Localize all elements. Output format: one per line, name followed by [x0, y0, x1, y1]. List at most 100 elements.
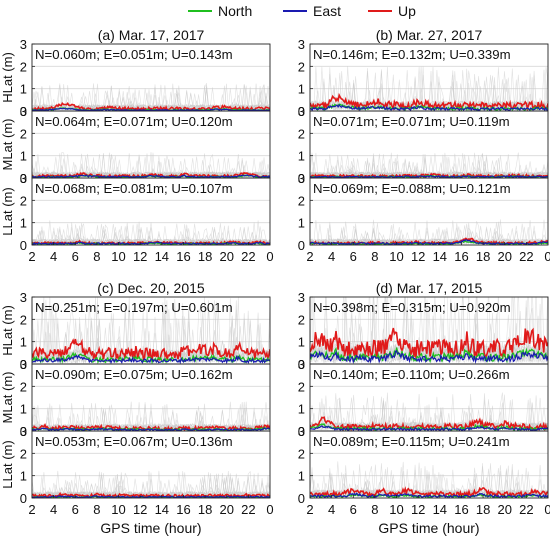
x-tick-label: 12 [411, 249, 425, 264]
y-tick-label: 0 [20, 357, 27, 372]
y-axis-label: LLat (m) [0, 440, 15, 488]
stats-annotation: N=0.060m; E=0.051m; U=0.143m [35, 47, 233, 62]
x-tick-label: 22 [519, 502, 533, 517]
y-tick-label: 3 [20, 424, 27, 439]
y-tick-label: 2 [20, 312, 27, 327]
x-tick-label: 0 [266, 502, 273, 517]
legend-label: North [218, 3, 252, 19]
x-tick-label: 16 [176, 249, 190, 264]
series-line-east [310, 492, 548, 498]
x-tick-label: 18 [198, 502, 212, 517]
y-tick-label: 3 [298, 171, 305, 186]
subpanel-2: 0 1 2 3 N=0.071m; E=0.071m; U=0.119m [298, 104, 549, 186]
panel-title: (c) Dec. 20, 2015 [97, 280, 205, 296]
y-tick-label: 1 [298, 82, 305, 97]
panel-title: (b) Mar. 27, 2017 [376, 27, 483, 43]
series-line-east [32, 107, 270, 111]
y-tick-label: 3 [20, 171, 27, 186]
x-tick-label: 12 [411, 502, 425, 517]
stats-annotation: N=0.053m; E=0.067m; U=0.136m [35, 434, 233, 449]
x-tick-label: 14 [433, 502, 447, 517]
y-tick-label: 3 [298, 424, 305, 439]
series-group [310, 152, 548, 178]
legend-entry-up: Up [368, 3, 416, 19]
x-tick-label: 0 [544, 502, 550, 517]
series-line-east [310, 239, 548, 245]
y-tick-label: 2 [20, 126, 27, 141]
y-tick-label: 2 [298, 312, 305, 327]
series-line-east [32, 494, 270, 498]
legend-label: East [313, 3, 341, 19]
background-track [32, 220, 270, 245]
background-track [32, 223, 270, 245]
y-tick-label: 0 [298, 238, 305, 253]
y-tick-label: 0 [298, 171, 305, 186]
stats-annotation: N=0.090m; E=0.075m; U=0.162m [35, 367, 233, 382]
series-group [32, 83, 270, 111]
legend: North East Up [188, 3, 416, 19]
series-line-east [310, 103, 548, 111]
y-tick-label: 0 [20, 238, 27, 253]
legend-entry-east: East [283, 3, 341, 19]
x-tick-label: 6 [72, 249, 79, 264]
series-line-east [32, 241, 270, 245]
stats-annotation: N=0.071m; E=0.071m; U=0.119m [313, 114, 510, 129]
y-tick-label: 3 [20, 104, 27, 119]
series-group [32, 470, 270, 498]
x-tick-label: 14 [433, 249, 447, 264]
subpanel-1: 0 1 2 3 N=0.060m; E=0.051m; U=0.143m HLat (m) [0, 37, 271, 119]
y-tick-label: 0 [20, 171, 27, 186]
series-line-up [32, 492, 270, 498]
y-tick-label: 0 [20, 104, 27, 119]
series-group [310, 461, 548, 498]
x-tick-label: 8 [371, 249, 378, 264]
stats-annotation: N=0.064m; E=0.071m; U=0.120m [35, 114, 233, 129]
y-tick-label: 1 [20, 469, 27, 484]
y-tick-label: 2 [20, 446, 27, 461]
x-tick-label: 12 [133, 502, 147, 517]
x-tick-label: 4 [328, 502, 335, 517]
subpanel-1: 0 1 2 3 N=0.398m; E=0.315m; U=0.920m [298, 290, 549, 372]
stats-annotation: N=0.089m; E=0.115m; U=0.241m [313, 434, 510, 449]
series-group [310, 219, 548, 245]
x-tick-label: 20 [497, 249, 511, 264]
x-tick-label: 10 [111, 249, 125, 264]
y-tick-label: 2 [298, 193, 305, 208]
y-tick-label: 0 [298, 424, 305, 439]
y-axis-label: MLat (m) [0, 372, 15, 424]
x-tick-label: 18 [476, 502, 490, 517]
y-tick-label: 2 [298, 59, 305, 74]
y-tick-label: 0 [298, 357, 305, 372]
y-axis-label: HLat (m) [0, 305, 15, 356]
y-tick-label: 2 [20, 59, 27, 74]
x-tick-label: 22 [241, 249, 255, 264]
series-line-east [310, 174, 548, 178]
x-tick-label: 14 [155, 502, 169, 517]
series-line-up [32, 101, 270, 111]
legend-entry-north: North [188, 3, 252, 19]
series-line-north [310, 493, 548, 498]
subpanel-3: 0 1 2 3 N=0.069m; E=0.088m; U=0.121m [298, 171, 549, 253]
subpanel-2: 0 1 2 3 N=0.140m; E=0.110m; U=0.266m [298, 357, 549, 439]
series-group [310, 65, 548, 111]
y-tick-label: 1 [20, 402, 27, 417]
series-line-east [32, 354, 270, 364]
legend-label: Up [398, 3, 416, 19]
series-line-up [32, 338, 270, 362]
y-tick-label: 1 [298, 149, 305, 164]
subpanel-frame [31, 430, 271, 499]
stats-annotation: N=0.146m; E=0.132m; U=0.339m [313, 47, 511, 62]
x-tick-label: 4 [328, 249, 335, 264]
stats-annotation: N=0.069m; E=0.088m; U=0.121m [313, 181, 511, 196]
x-tick-label: 10 [111, 502, 125, 517]
subpanel-2: 0 1 2 3 N=0.064m; E=0.071m; U=0.120m MLat (m) [0, 104, 271, 186]
x-tick-label: 4 [50, 502, 57, 517]
series-group [310, 297, 548, 364]
series-group [32, 220, 270, 245]
y-axis-label: HLat (m) [0, 52, 15, 103]
y-tick-label: 3 [20, 37, 27, 52]
x-tick-label: 2 [28, 502, 35, 517]
subpanel-3: 0 1 2 3 N=0.068m; E=0.081m; U=0.107m LLat (m) [0, 171, 271, 253]
